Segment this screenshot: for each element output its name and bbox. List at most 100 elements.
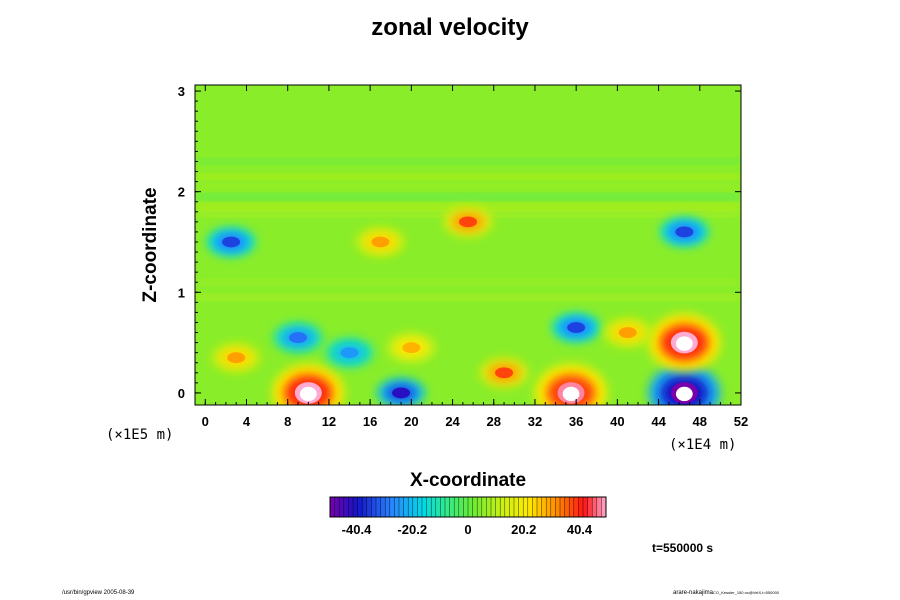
- field-blob: [212, 343, 261, 373]
- y-tick-label: 2: [178, 185, 185, 200]
- colorbar-cell: [353, 497, 358, 517]
- x-tick-label: 24: [445, 414, 460, 429]
- field-blob: [274, 323, 323, 352]
- colorbar-cell: [500, 497, 506, 517]
- colorbar-cell: [550, 497, 556, 517]
- colorbar-tick-label: 40.4: [567, 522, 593, 537]
- chart-title: zonal velocity: [371, 14, 529, 41]
- field-blob: [535, 364, 608, 405]
- field-band: [195, 295, 741, 300]
- colorbar-cell: [389, 497, 395, 517]
- z-unit-label: (×1E5 m): [106, 427, 174, 443]
- colorbar-cell: [541, 497, 547, 517]
- colorbar-tick-label: -40.4: [342, 522, 372, 537]
- colorbar-cell: [408, 497, 414, 517]
- colorbar-cell: [435, 497, 441, 517]
- y-tick-label: 0: [178, 386, 185, 401]
- colorbar-cell: [385, 497, 391, 517]
- field-blob: [377, 378, 426, 405]
- y-tick-label: 1: [178, 285, 185, 300]
- colorbar-cell: [601, 497, 607, 517]
- colorbar-cell: [523, 497, 529, 517]
- colorbar-cell: [399, 497, 404, 517]
- field-band: [195, 184, 741, 189]
- x-tick-label: 0: [202, 414, 209, 429]
- colorbar-cell: [504, 497, 510, 517]
- colorbar: -40.4 -20.2 0 20.2 40.4: [329, 496, 607, 537]
- colorbar-frame: [329, 496, 607, 518]
- colorbar-cell: [445, 497, 450, 517]
- field-band: [195, 159, 741, 164]
- field-blob: [480, 358, 529, 388]
- colorbar-tick-label: 20.2: [511, 522, 536, 537]
- colorbar-cell: [380, 497, 386, 517]
- field-blob: [603, 318, 652, 347]
- colorbar-cell: [371, 497, 377, 517]
- field-blob: [207, 227, 256, 257]
- footer-right: arare-nakajimaCO_Kessler_150.nc@VelX,t=5…: [673, 590, 779, 596]
- x-tick-label: 40: [610, 414, 624, 429]
- x-tick-label: 32: [528, 414, 542, 429]
- colorbar-cell: [573, 497, 579, 517]
- colorbar-cell: [491, 497, 496, 517]
- colorbar-cell: [596, 497, 602, 517]
- colorbar-cell: [518, 497, 524, 517]
- colorbar-cell: [348, 497, 354, 517]
- colorbar-cell: [509, 497, 515, 517]
- colorbar-cell: [569, 497, 575, 517]
- x-tick-label: 36: [569, 414, 583, 429]
- colorbar-cell: [463, 497, 469, 517]
- colorbar-cell: [527, 497, 533, 517]
- colorbar-cell: [339, 497, 345, 517]
- field-blob: [387, 333, 436, 363]
- colorbar-cell: [454, 497, 460, 517]
- field-blob: [648, 364, 721, 405]
- field-blob: [660, 217, 709, 247]
- colorbar-cell: [403, 497, 409, 517]
- colorbar-cell: [357, 497, 363, 517]
- colorbar-tick-label: 0: [464, 522, 471, 537]
- colorbar-cell: [560, 497, 565, 517]
- colorbar-cell: [477, 497, 483, 517]
- x-tick-label: 8: [284, 414, 291, 429]
- colorbar-cell: [458, 497, 464, 517]
- colorbar-cell: [583, 497, 588, 517]
- colorbar-cell: [532, 497, 538, 517]
- colorbar-cell: [537, 497, 542, 517]
- field-band: [195, 204, 741, 209]
- colorbar-cell: [468, 497, 473, 517]
- field-blob: [648, 313, 721, 372]
- colorbar-cell: [417, 497, 423, 517]
- x-tick-label: 44: [651, 414, 666, 429]
- y-ticks: 0 1 2 3: [178, 84, 741, 401]
- colorbar-cell: [449, 497, 455, 517]
- colorbar-cell: [343, 497, 349, 517]
- x-tick-label: 52: [734, 414, 748, 429]
- colorbar-cell: [362, 497, 368, 517]
- field-blob: [356, 227, 405, 257]
- x-tick-label: 28: [487, 414, 501, 429]
- colorbar-cell: [495, 497, 501, 517]
- colorbar-cell: [587, 497, 593, 517]
- x-tick-label: 4: [243, 414, 251, 429]
- colorbar-cell: [376, 497, 381, 517]
- field-blob: [552, 313, 601, 342]
- colorbar-cell: [422, 497, 427, 517]
- field-band: [195, 280, 741, 285]
- footer-file: CO_Kessler_150.nc@VelX,t=550000: [713, 590, 780, 595]
- x-tick-label: 12: [322, 414, 336, 429]
- x-tick-label: 20: [404, 414, 418, 429]
- colorbar-cell: [330, 497, 335, 517]
- field-blob: [444, 207, 492, 237]
- colorbar-cell: [555, 497, 561, 517]
- y-tick-label: 3: [178, 84, 185, 99]
- colorbar-cell: [472, 497, 478, 517]
- colorbar-cell: [394, 497, 400, 517]
- colorbar-cell: [578, 497, 584, 517]
- field-background: [195, 85, 741, 405]
- x-axis-label: X-coordinate: [409, 470, 527, 491]
- colorbar-cell: [426, 497, 432, 517]
- colorbar-cell: [564, 497, 570, 517]
- plot-frame: [194, 84, 742, 406]
